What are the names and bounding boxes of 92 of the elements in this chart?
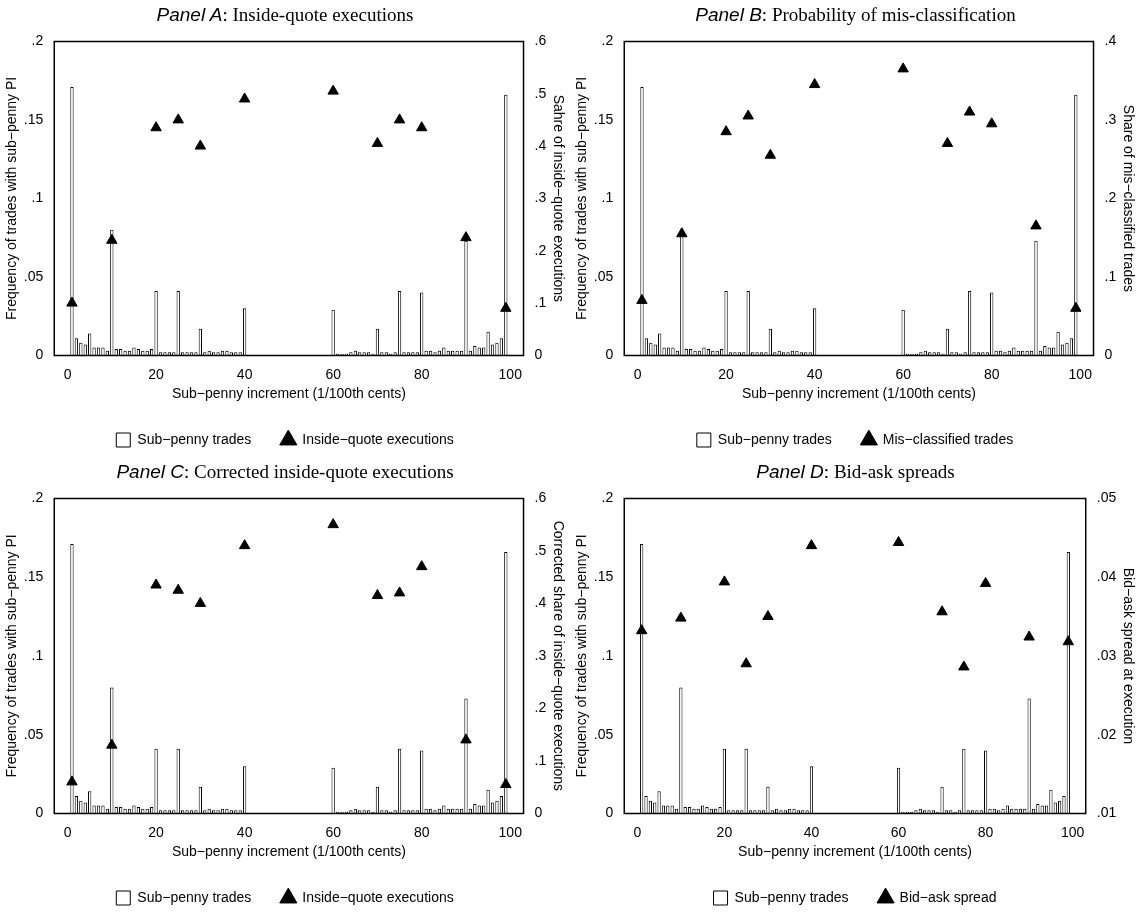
y2-tick-label: .04 [1096, 568, 1117, 585]
x-tick-label: 80 [983, 365, 1000, 382]
y2-tick-label: .1 [1104, 267, 1117, 284]
y2-tick-label: .3 [534, 189, 547, 206]
x-tick-label: 20 [718, 365, 735, 382]
y-axis-title: Frequency of trades with sub−penny PI [573, 534, 590, 778]
chart-title: Panel D: Bid-ask spreads [755, 460, 956, 484]
x-tick-label: 60 [895, 365, 912, 382]
x-tick-label: 20 [716, 823, 733, 840]
y2-tick-label: .5 [534, 84, 547, 101]
chart-title: Panel B: Probability of mis-classification [694, 3, 1017, 27]
legend-label: Sub−penny trades [137, 430, 252, 447]
y-tick-label: .05 [23, 725, 44, 742]
y2-tick-label: 0 [534, 804, 543, 821]
y2-tick-label: .3 [1104, 110, 1117, 127]
x-tick-label: 40 [236, 823, 253, 840]
legend-label: Inside−quote executions [302, 430, 454, 447]
x-tick-label: 0 [633, 823, 642, 840]
y2-tick-label: .5 [534, 541, 547, 558]
y-tick-label: .05 [593, 267, 614, 284]
x-tick-label: 0 [63, 823, 72, 840]
y-tick-label: .05 [593, 725, 614, 742]
y-tick-label: .05 [23, 267, 44, 284]
y-tick-label: .1 [31, 189, 44, 206]
legend-label: Sub−penny trades [734, 888, 849, 905]
y-axis-title: Frequency of trades with sub−penny PI [3, 534, 20, 778]
y2-tick-label: .1 [534, 751, 547, 768]
y2-axis-title: Bid−ask spread at execution [1120, 567, 1137, 745]
legend-label: Mis−classified trades [882, 430, 1014, 447]
x-tick-label: 40 [236, 365, 253, 382]
y-tick-label: .2 [601, 32, 614, 49]
x-tick-label: 80 [413, 823, 430, 840]
y2-tick-label: .02 [1096, 725, 1117, 742]
y-axis-title: Frequency of trades with sub−penny PI [573, 76, 590, 320]
y-tick-label: 0 [605, 804, 614, 821]
y2-tick-label: .4 [534, 136, 547, 153]
y2-tick-label: .1 [534, 293, 547, 310]
y2-tick-label: .2 [534, 699, 547, 716]
x-tick-label: 60 [325, 823, 342, 840]
x-tick-label: 100 [1061, 823, 1085, 840]
x-tick-label: 40 [803, 823, 820, 840]
y-tick-label: .1 [31, 646, 44, 663]
x-tick-label: 60 [325, 365, 342, 382]
x-tick-label: 20 [148, 823, 165, 840]
legend-label: Inside−quote executions [302, 888, 454, 905]
x-tick-label: 60 [890, 823, 907, 840]
x-tick-label: 100 [1068, 365, 1093, 382]
y-axis-title: Frequency of trades with sub−penny PI [3, 76, 20, 320]
y-tick-label: 0 [605, 346, 614, 363]
x-tick-label: 80 [413, 365, 430, 382]
x-tick-label: 80 [977, 823, 994, 840]
x-tick-label: 40 [806, 365, 823, 382]
x-tick-label: 20 [148, 365, 165, 382]
y2-tick-label: .05 [1096, 489, 1117, 506]
y2-tick-label: .6 [534, 489, 547, 506]
y-tick-label: 0 [35, 804, 44, 821]
y-tick-label: .2 [601, 489, 614, 506]
y2-tick-label: .2 [1104, 189, 1117, 206]
y2-tick-label: 0 [1104, 346, 1113, 363]
y2-tick-label: .4 [1104, 32, 1117, 49]
y2-tick-label: .6 [534, 32, 547, 49]
chart-title: Panel A: Inside-quote executions [155, 3, 415, 27]
y-tick-label: .1 [601, 646, 614, 663]
x-tick-label: 0 [633, 365, 642, 382]
y-tick-label: .2 [31, 32, 44, 49]
y2-axis-title: Corrected share of inside−quote executions [550, 520, 567, 792]
y2-axis-title: Share of mis−classified trades [1120, 104, 1137, 292]
x-axis-title: Sub−penny increment (1/100th cents) [738, 843, 972, 860]
y-tick-label: .1 [601, 189, 614, 206]
x-axis-title: Sub−penny increment (1/100th cents) [741, 385, 976, 402]
y-tick-label: 0 [35, 346, 44, 363]
y2-axis-title: Sahre of inside−quote executions [550, 94, 567, 303]
y-tick-label: .15 [593, 110, 614, 127]
y-tick-label: .15 [23, 110, 44, 127]
x-axis-title: Sub−penny increment (1/100th cents) [171, 843, 406, 860]
x-tick-label: 100 [498, 823, 523, 840]
legend-label: Sub−penny trades [137, 888, 252, 905]
legend-label: Sub−penny trades [717, 430, 832, 447]
y-tick-label: .15 [593, 568, 614, 585]
legend-label: Bid−ask spread [899, 888, 997, 905]
y2-tick-label: 0 [534, 346, 543, 363]
x-axis-title: Sub−penny increment (1/100th cents) [171, 385, 406, 402]
y-tick-label: .2 [31, 489, 44, 506]
y2-tick-label: .01 [1096, 804, 1117, 821]
x-tick-label: 100 [498, 365, 523, 382]
y2-tick-label: .4 [534, 594, 547, 611]
y-tick-label: .15 [23, 568, 44, 585]
y2-tick-label: .3 [534, 646, 547, 663]
chart-title: Panel C: Corrected inside-quote executions [115, 460, 455, 484]
y2-tick-label: .2 [534, 241, 547, 258]
y2-tick-label: .03 [1096, 646, 1117, 663]
x-tick-label: 0 [63, 365, 72, 382]
